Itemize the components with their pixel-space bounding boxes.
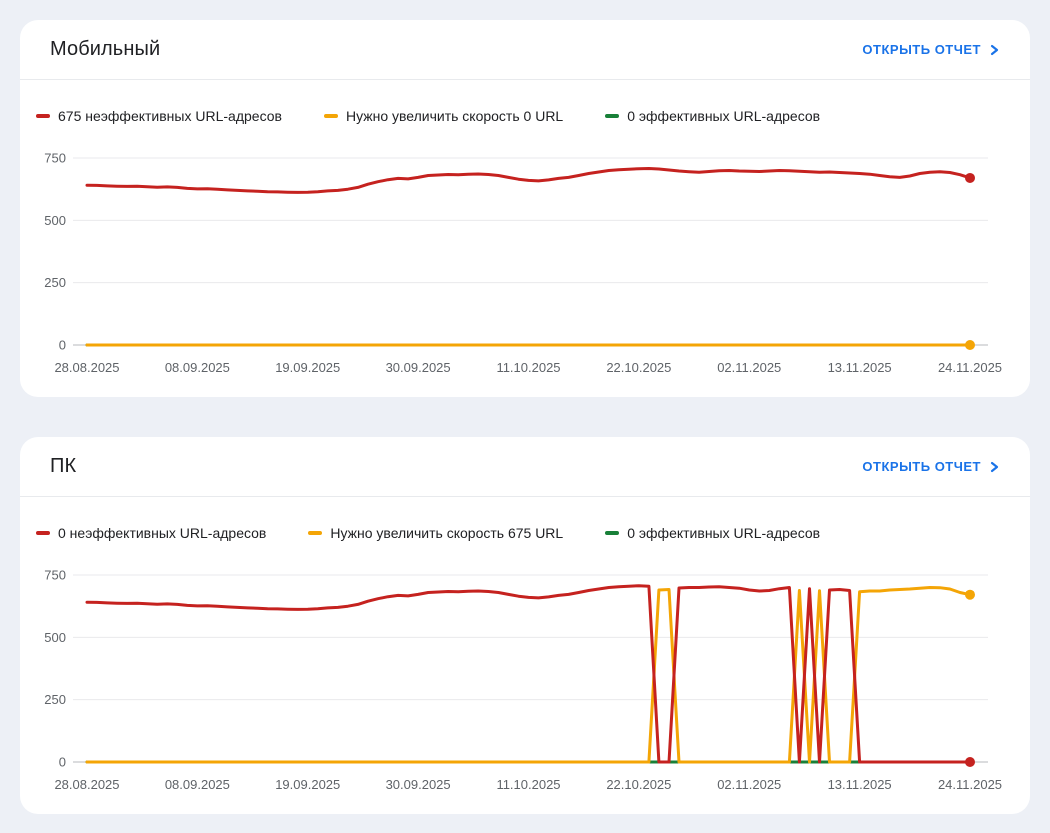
chevron-right-icon xyxy=(990,461,999,472)
legend-label: 0 эффективных URL-адресов xyxy=(627,525,821,541)
y-axis-tick-label: 500 xyxy=(44,630,66,645)
y-axis-tick-label: 0 xyxy=(59,338,66,353)
series-end-dot xyxy=(965,340,975,350)
mobile-cwv-trend-chart[interactable]: 0 250 500 750 28.08.2025 08.09.2025 19.09.2025… xyxy=(20,140,1030,385)
chart-legend: 0 неэффективных URL-адресов Нужно увелич… xyxy=(20,523,1030,543)
poor-series-swatch-icon xyxy=(36,531,50,535)
y-axis-tick-label: 750 xyxy=(44,151,66,166)
x-axis-tick-label: 11.10.2025 xyxy=(496,777,560,792)
mobile-card: Мобильный ОТКРЫТЬ ОТЧЕТ 675 неэффективны… xyxy=(20,20,1030,397)
card-body: 0 неэффективных URL-адресов Нужно увелич… xyxy=(20,497,1030,802)
legend-item-needs-improvement: Нужно увеличить скорость 0 URL xyxy=(323,108,564,124)
x-axis-tick-label: 13.11.2025 xyxy=(828,777,892,792)
needs-improvement-series-swatch-icon xyxy=(308,531,323,535)
y-axis-tick-label: 750 xyxy=(44,568,66,583)
x-axis-tick-label: 19.09.2025 xyxy=(275,360,340,375)
x-axis-tick-label: 24.11.2025 xyxy=(938,360,1002,375)
series-line xyxy=(85,586,972,764)
x-axis-tick-label: 28.08.2025 xyxy=(54,360,119,375)
legend-item-good: 0 эффективных URL-адресов xyxy=(605,108,820,124)
card-title: Мобильный xyxy=(50,38,161,60)
series-line xyxy=(85,167,972,194)
x-axis-tick-label: 28.08.2025 xyxy=(54,777,119,792)
good-series-swatch-icon xyxy=(605,531,620,535)
chevron-right-icon xyxy=(990,44,999,55)
card-title: ПК xyxy=(50,455,77,477)
desktop-card: ПК ОТКРЫТЬ ОТЧЕТ 0 неэффективных URL-адр… xyxy=(20,437,1030,814)
x-axis-tick-label: 30.09.2025 xyxy=(386,360,451,375)
x-axis-tick-label: 22.10.2025 xyxy=(606,777,671,792)
legend-item-needs-improvement: Нужно увеличить скорость 675 URL xyxy=(308,525,563,541)
legend-label: 675 неэффективных URL-адресов xyxy=(58,108,282,124)
card-header: ПК ОТКРЫТЬ ОТЧЕТ xyxy=(20,437,1030,497)
card-body: 675 неэффективных URL-адресов Нужно увел… xyxy=(20,80,1030,385)
open-report-link[interactable]: ОТКРЫТЬ ОТЧЕТ xyxy=(862,459,1000,474)
needs-improvement-series-swatch-icon xyxy=(323,114,338,118)
series-end-dot xyxy=(965,757,975,767)
card-header: Мобильный ОТКРЫТЬ ОТЧЕТ xyxy=(20,20,1030,80)
poor-series-swatch-icon xyxy=(36,114,50,118)
x-axis-tick-label: 02.11.2025 xyxy=(717,777,781,792)
open-report-link[interactable]: ОТКРЫТЬ ОТЧЕТ xyxy=(862,42,1000,57)
good-series-swatch-icon xyxy=(605,114,620,118)
x-axis-tick-label: 02.11.2025 xyxy=(717,360,781,375)
y-axis-tick-label: 0 xyxy=(59,755,66,770)
x-axis-tick-label: 19.09.2025 xyxy=(275,777,340,792)
legend-label: 0 эффективных URL-адресов xyxy=(627,108,821,124)
y-axis-tick-label: 500 xyxy=(44,213,66,228)
y-axis-tick-label: 250 xyxy=(44,275,66,290)
x-axis-tick-label: 24.11.2025 xyxy=(938,777,1002,792)
series-end-dot xyxy=(965,589,975,600)
legend-label: Нужно увеличить скорость 0 URL xyxy=(345,108,564,124)
series-end-dot xyxy=(965,172,975,183)
open-report-label: ОТКРЫТЬ ОТЧЕТ xyxy=(862,459,981,474)
x-axis-tick-label: 08.09.2025 xyxy=(165,360,230,375)
x-axis-tick-label: 08.09.2025 xyxy=(165,777,230,792)
chart-legend: 675 неэффективных URL-адресов Нужно увел… xyxy=(20,106,1030,126)
series-line xyxy=(85,584,972,764)
legend-label: 0 неэффективных URL-адресов xyxy=(58,525,267,541)
x-axis-tick-label: 30.09.2025 xyxy=(386,777,451,792)
desktop-cwv-trend-chart[interactable]: 0 250 500 750 28.08.2025 08.09.2025 19.09.2025… xyxy=(20,557,1030,802)
x-axis-tick-label: 22.10.2025 xyxy=(606,360,671,375)
legend-item-good: 0 эффективных URL-адресов xyxy=(605,525,820,541)
legend-item-poor: 0 неэффективных URL-адресов xyxy=(36,525,266,541)
x-axis-tick-label: 11.10.2025 xyxy=(496,360,560,375)
legend-item-poor: 675 неэффективных URL-адресов xyxy=(36,108,282,124)
open-report-label: ОТКРЫТЬ ОТЧЕТ xyxy=(862,42,981,57)
y-axis-tick-label: 250 xyxy=(44,692,66,707)
legend-label: Нужно увеличить скорость 675 URL xyxy=(330,525,564,541)
x-axis-tick-label: 13.11.2025 xyxy=(828,360,892,375)
